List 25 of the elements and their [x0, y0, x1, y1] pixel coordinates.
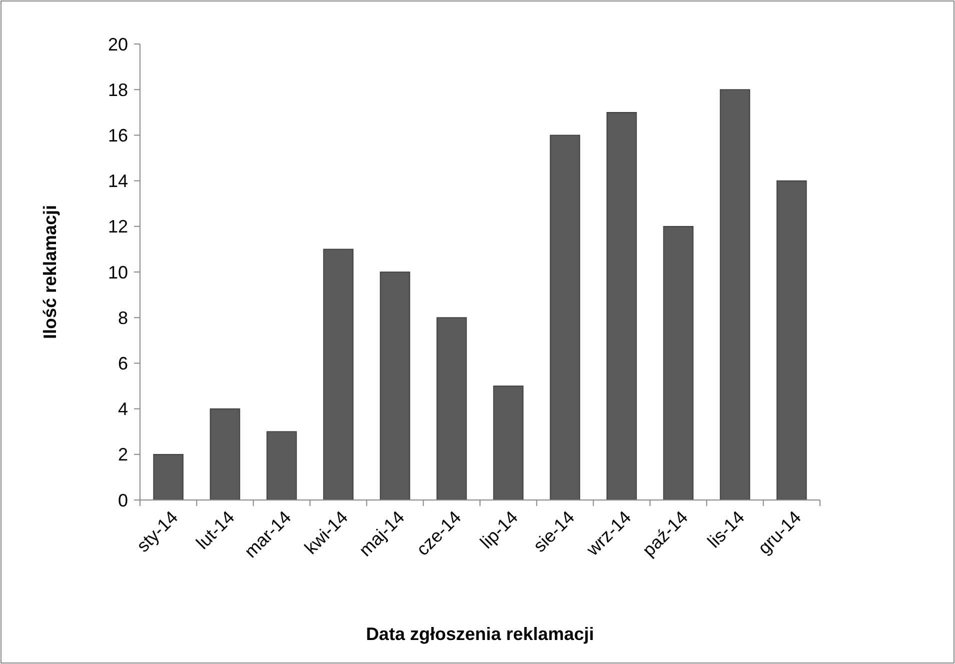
y-tick-label: 14 — [108, 171, 128, 192]
bar — [380, 272, 410, 500]
y-tick-label: 8 — [118, 308, 128, 328]
y-axis-title: Ilość reklamacji — [40, 204, 60, 340]
bar — [720, 89, 750, 500]
bar — [663, 226, 694, 500]
bar — [323, 248, 354, 500]
bar — [606, 112, 637, 500]
bar — [493, 386, 524, 500]
bar — [153, 454, 184, 500]
y-tick-label: 18 — [108, 80, 128, 100]
y-tick-label: 2 — [118, 444, 128, 465]
bar — [210, 408, 240, 500]
x-axis-title: Data zgłoszenia reklamacji — [366, 624, 594, 644]
y-tick-label: 20 — [108, 34, 128, 54]
bar — [436, 317, 467, 500]
y-tick-label: 4 — [118, 399, 128, 420]
y-tick-label: 16 — [108, 126, 128, 146]
bar — [776, 180, 807, 500]
y-tick-label: 6 — [118, 354, 128, 374]
bar — [266, 431, 297, 500]
y-tick-label: 10 — [108, 262, 128, 282]
y-tick-label: 0 — [118, 490, 128, 510]
bar — [550, 134, 580, 500]
y-tick-label: 12 — [108, 216, 128, 237]
